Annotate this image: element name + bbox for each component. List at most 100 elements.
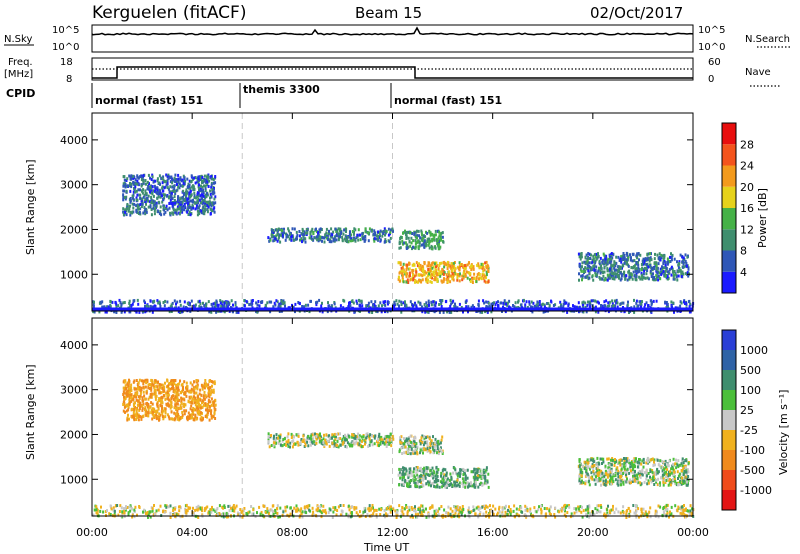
echo-cell [436,444,439,448]
echo-cell [181,184,184,188]
echo-cell [201,176,204,179]
echo-cell [177,196,179,200]
echo-cell [248,303,251,307]
echo-cell [267,441,270,445]
echo-cell [535,303,538,307]
echo-cell [449,472,452,476]
echo-cell [398,471,401,475]
echo-cell [213,406,216,410]
echo-cell [128,301,131,305]
echo-cell [196,213,199,217]
echo-cell [342,232,345,236]
echo-cell [364,442,366,446]
echo-cell [161,383,164,387]
echo-cell [594,271,597,275]
power-region-strong-patch [397,260,490,284]
echo-cell [447,270,450,274]
echo-cell [145,413,148,417]
echo-cell [517,299,520,303]
echo-cell [200,193,203,197]
echo-cell [164,381,166,385]
echo-cell [212,390,215,394]
echo-cell [188,390,191,394]
echo-cell [132,402,135,406]
echo-cell [460,468,463,472]
echo-cell [133,186,135,190]
echo-cell [431,266,434,270]
echo-cell [622,482,625,486]
echo-cell [186,207,189,211]
echo-cell [426,231,429,235]
echo-cell [328,232,330,236]
echo-cell [131,407,133,411]
echo-cell [357,238,360,242]
echo-cell [165,385,168,389]
echo-cell [203,174,206,178]
echo-cell [212,188,215,192]
echo-cell [628,277,631,281]
echo-cell [162,417,165,421]
echo-cell [122,189,125,193]
echo-cell [631,259,634,263]
echo-cell [410,447,413,451]
echo-cell [164,415,167,419]
echo-cell [595,300,598,304]
echo-cell [139,188,141,192]
echo-cell [141,404,144,408]
echo-cell [612,263,615,267]
echo-cell [176,415,179,419]
echo-cell [209,207,212,211]
echo-cell [164,207,167,210]
echo-cell [348,232,351,236]
echo-cell [157,200,160,204]
echo-cell [597,310,600,314]
echo-cell [164,397,167,401]
echo-cell [426,238,429,242]
echo-cell [376,438,379,442]
echo-cell [202,384,205,388]
echo-cell [423,436,426,440]
echo-cell [151,175,154,179]
echo-cell [413,437,415,441]
echo-cell [183,204,186,208]
echo-cell [277,233,280,237]
echo-cell [206,183,209,187]
echo-cell [154,379,157,383]
echo-cell [150,178,153,181]
echo-cell [666,302,669,306]
echo-cell [202,394,205,398]
echo-cell [127,405,130,409]
echo-cell [145,210,148,214]
echo-cell [672,275,675,279]
echo-cell [581,274,584,278]
echo-cell [543,310,546,314]
echo-cell [421,441,424,444]
echo-cell [203,184,205,188]
power-colorbar-swatch [722,229,736,251]
echo-cell [462,485,465,488]
echo-cell [373,436,376,440]
echo-cell [414,239,417,243]
echo-cell [255,310,258,314]
echo-cell [636,256,639,260]
echo-cell [287,438,290,442]
echo-cell [461,482,464,485]
echo-cell [204,200,207,204]
echo-cell [152,383,155,387]
echo-cell [624,277,627,281]
echo-cell [604,304,607,308]
echo-cell [656,271,659,275]
echo-cell [423,262,426,266]
echo-cell [409,300,412,304]
echo-cell [625,274,628,278]
echo-cell [402,445,405,449]
echo-cell [485,482,488,486]
echo-cell [139,388,142,392]
echo-cell [211,201,214,205]
echo-cell [146,411,149,415]
echo-cell [432,300,435,304]
echo-cell [430,482,433,486]
echo-cell [225,301,228,305]
echo-cell [419,301,422,305]
echo-cell [353,442,356,446]
